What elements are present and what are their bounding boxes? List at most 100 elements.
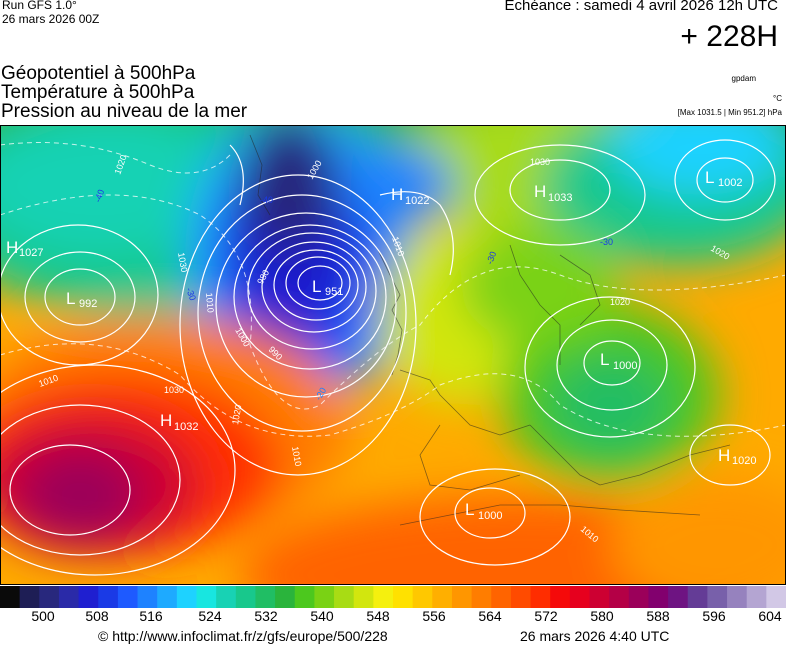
- center-l951-value: 951: [325, 286, 343, 298]
- center-l951-type: L: [312, 277, 321, 296]
- valid-time: Echéance : samedi 4 avril 2026 12h UTC: [504, 0, 778, 14]
- run-title: Run GFS 1.0°: [2, 0, 77, 12]
- scale-swatch: [451, 586, 473, 608]
- scale-tick: 564: [478, 608, 502, 624]
- center-h1033-type: H: [534, 182, 546, 201]
- scale-swatch: [510, 586, 532, 608]
- scale-tick: 604: [758, 608, 782, 624]
- center-h1020-type: H: [718, 446, 730, 465]
- pressure-extremes: [Max 1031.5 | Min 951.2] hPa: [677, 108, 782, 117]
- scale-swatch: [58, 586, 80, 608]
- lead-time: + 228H: [680, 20, 778, 53]
- scale-tick: 588: [646, 608, 670, 624]
- center-l992: L 992: [66, 289, 97, 310]
- coastlines: [249, 134, 731, 526]
- center-h1020: H 1020: [718, 446, 756, 467]
- scale-swatch: [157, 586, 178, 608]
- center-l1000-south: L 1000: [465, 500, 502, 522]
- temp-label: -30: [600, 237, 613, 247]
- scale-tick: 556: [422, 608, 446, 624]
- temperature-isotherms: [0, 142, 786, 437]
- scale-swatch: [589, 586, 610, 608]
- scale-swatch: [216, 586, 237, 608]
- center-h1032: H 1032: [160, 411, 198, 433]
- scale-tick: 516: [139, 608, 163, 624]
- temp-label: -30: [484, 250, 498, 266]
- scale-swatch: [353, 586, 374, 608]
- scale-tick: 500: [31, 608, 55, 624]
- center-l1000-south-value: 1000: [478, 510, 502, 522]
- temp-label: -40: [260, 195, 273, 205]
- scale-swatch: [275, 586, 296, 608]
- scale-swatch: [668, 586, 689, 608]
- scale-swatch: [137, 586, 158, 608]
- center-l1002: L 1002: [705, 168, 742, 189]
- generated-time: 26 mars 2026 4:40 UTC: [520, 628, 670, 644]
- scale-swatch: [727, 586, 748, 608]
- center-h1022-value: 1022: [405, 195, 429, 207]
- center-l1000-east-type: L: [600, 350, 609, 369]
- scale-swatch: [707, 586, 728, 608]
- center-h1033-value: 1033: [548, 192, 572, 204]
- center-l1002-value: 1002: [718, 177, 742, 189]
- scale-tick: 524: [198, 608, 222, 624]
- isobar-label: 1010: [204, 292, 216, 313]
- isobars: [0, 139, 776, 576]
- scale-swatch: [334, 586, 355, 608]
- center-l1000-east: L 1000: [600, 350, 637, 372]
- scale-tick: 540: [310, 608, 334, 624]
- run-date: 26 mars 2026 00Z: [2, 12, 100, 26]
- scale-swatch: [491, 586, 512, 608]
- scale-swatch: [39, 586, 60, 608]
- field-mslp: Pression au niveau de la mer: [1, 101, 248, 122]
- isobar-label: 1030: [164, 385, 184, 395]
- temp-label: -40: [92, 188, 106, 204]
- isobar-label: 1010: [290, 446, 303, 467]
- temp-label: -30: [184, 286, 198, 302]
- scale-swatch: [432, 586, 453, 608]
- weather-map: H 1027 L 992 H 1032 L 951 H 1022 H 1033: [0, 125, 786, 585]
- scale-swatch: [687, 586, 708, 608]
- center-h1027-value: 1027: [19, 247, 43, 259]
- center-h1032-value: 1032: [174, 421, 198, 433]
- center-l992-type: L: [66, 289, 75, 308]
- isobar-label: 1020: [230, 404, 243, 425]
- scale-tick: 572: [534, 608, 558, 624]
- scale-swatch: [117, 586, 139, 608]
- scale-swatch: [314, 586, 335, 608]
- scale-tick: 596: [702, 608, 726, 624]
- center-h1027-type: H: [6, 238, 18, 257]
- center-l1000-east-value: 1000: [613, 360, 637, 372]
- center-l1000-south-type: L: [465, 500, 474, 519]
- source-tag: gpdam: [731, 74, 756, 83]
- scale-tick: 580: [590, 608, 614, 624]
- center-h1022-type: H: [391, 185, 403, 204]
- scale-tick: 532: [254, 608, 278, 624]
- center-h1027: H 1027: [6, 238, 43, 259]
- scale-swatch: [393, 586, 414, 608]
- scale-swatch: [0, 586, 21, 608]
- geopotential-color-field: [0, 125, 786, 585]
- scale-swatch: [235, 586, 256, 608]
- center-h1032-type: H: [160, 411, 172, 430]
- scale-swatch: [98, 586, 119, 608]
- scale-swatch: [412, 586, 433, 608]
- scale-swatch: [628, 586, 649, 608]
- field-temperature: Température à 500hPa: [1, 82, 195, 103]
- color-scale: [0, 586, 786, 608]
- scale-swatch: [78, 586, 99, 608]
- scale-swatch: [530, 586, 551, 608]
- scale-swatch: [255, 586, 276, 608]
- center-h1033: H 1033: [534, 182, 572, 204]
- field-geopotential: Géopotentiel à 500hPa: [1, 63, 196, 84]
- scale-swatch: [196, 586, 217, 608]
- temperature-unit: °C: [773, 94, 782, 103]
- scale-swatch: [471, 586, 492, 608]
- isobar-label: 1020: [610, 297, 630, 307]
- scale-swatch: [746, 586, 767, 608]
- center-l992-value: 992: [79, 298, 97, 310]
- scale-swatch: [648, 586, 669, 608]
- pressure-centers: H 1027 L 992 H 1032 L 951 H 1022 H 1033: [6, 168, 756, 522]
- center-l951: L 951: [312, 277, 343, 298]
- scale-swatch: [766, 586, 786, 608]
